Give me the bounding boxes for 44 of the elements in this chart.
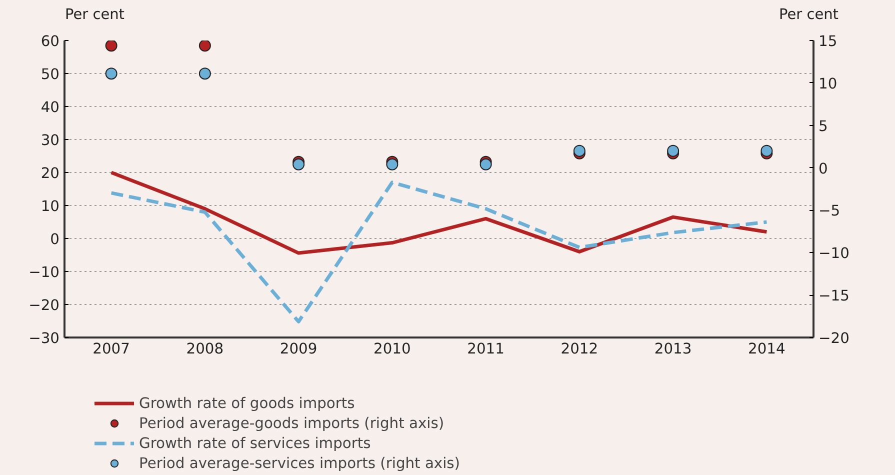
point [105, 40, 118, 52]
y2-tick-label: −20 [818, 330, 850, 347]
y-tick-label: 20 [40, 165, 60, 182]
y2-tick-label: 10 [818, 75, 838, 92]
x-tick-label: 2010 [374, 340, 411, 358]
legend-label: Growth rate of goods imports [139, 394, 355, 412]
point [480, 158, 492, 170]
y2-tick-label: −15 [818, 288, 850, 305]
x-tick-label: 2008 [186, 340, 224, 358]
y-tick-label: 30 [40, 132, 60, 149]
point [105, 68, 118, 80]
y-axis-title: Per cent [65, 6, 124, 25]
point [386, 158, 398, 170]
legend-label: Period average-services imports (right axis) [139, 454, 460, 472]
y-tick-label: 10 [40, 198, 60, 215]
y2-tick-label: −5 [818, 202, 840, 220]
point [573, 144, 586, 157]
x-tick-label: 2011 [467, 340, 504, 358]
y-tick-label: 50 [40, 66, 60, 83]
point [667, 144, 680, 157]
point [198, 40, 211, 52]
point [198, 68, 211, 80]
y-tick-label: −20 [28, 297, 60, 314]
x-tick-label: 2009 [280, 340, 318, 358]
y2-tick-label: 0 [818, 160, 828, 178]
x-tick-label: 2014 [748, 340, 786, 358]
y2-axis-title: Per cent [779, 6, 838, 25]
point [292, 158, 305, 170]
y2-tick-label: 15 [818, 33, 838, 50]
y-tick-label: 40 [40, 99, 60, 116]
y-tick-label: 60 [40, 33, 60, 50]
point [760, 144, 773, 157]
y-tick-label: 0 [50, 231, 60, 248]
x-tick-label: 2013 [654, 340, 692, 358]
y-tick-label: −10 [28, 264, 60, 281]
x-tick-label: 2012 [560, 340, 598, 358]
legend-label: Growth rate of services imports [139, 434, 371, 452]
line-series [110, 180, 768, 324]
y2-tick-label: 5 [818, 118, 828, 135]
x-tick-label: 2007 [92, 340, 130, 358]
line-series [110, 170, 768, 255]
y-tick-label: −30 [28, 330, 60, 347]
y2-tick-label: −10 [818, 245, 850, 262]
legend-label: Period average-goods imports (right axis) [139, 414, 444, 432]
